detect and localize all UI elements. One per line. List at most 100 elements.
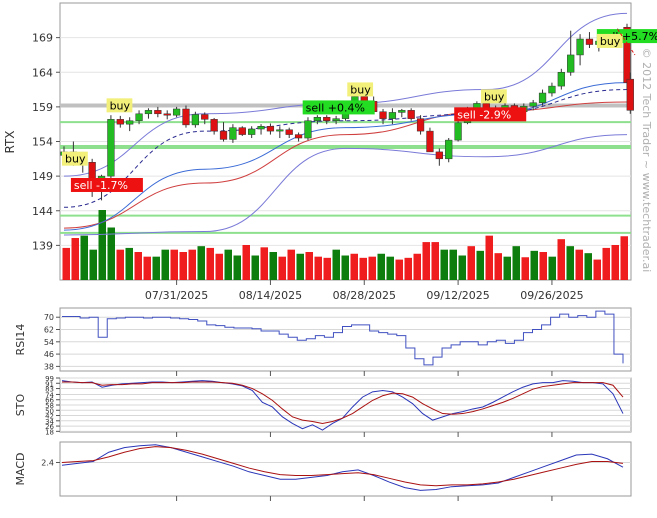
volume-bar bbox=[539, 252, 547, 280]
candle-up bbox=[548, 85, 556, 94]
signal-label: sell -2.9% bbox=[457, 108, 511, 121]
x-tick-label: 09/12/2025 bbox=[426, 289, 489, 302]
volume-bar bbox=[386, 256, 394, 280]
stochastic-d-line bbox=[62, 381, 624, 424]
signal-label: sell -1.7% bbox=[74, 179, 128, 192]
volume-bar bbox=[314, 256, 322, 280]
indicator-y-tick-label: 50 bbox=[45, 407, 54, 415]
candle-down bbox=[266, 126, 275, 132]
volume-bar bbox=[422, 242, 430, 280]
candle-up bbox=[567, 54, 575, 73]
volume-bar bbox=[143, 256, 151, 280]
price-axis-label: RTX bbox=[3, 130, 17, 153]
candle-up bbox=[276, 129, 284, 132]
moving-average-dashed-line bbox=[63, 89, 628, 208]
volume-bar bbox=[521, 257, 529, 280]
candle-up bbox=[191, 114, 199, 126]
volume-bar bbox=[530, 250, 538, 280]
candle-down bbox=[585, 38, 594, 45]
candle-down bbox=[201, 114, 209, 120]
price-y-tick-label: 154 bbox=[32, 136, 53, 149]
signal-box bbox=[454, 107, 527, 122]
volume-bar bbox=[161, 249, 169, 280]
x-tick-label: 08/14/2025 bbox=[239, 289, 302, 302]
signal-label: buy bbox=[110, 99, 131, 112]
volume-bar bbox=[269, 252, 277, 280]
indicator-y-tick-label: 42 bbox=[45, 413, 54, 421]
macd-line bbox=[61, 444, 624, 491]
volume-bar bbox=[449, 249, 457, 280]
candle-down bbox=[416, 118, 425, 132]
candle-up bbox=[135, 113, 143, 121]
moving-average-slow-line bbox=[63, 101, 628, 229]
indicator-axis-label: RSI14 bbox=[14, 324, 27, 356]
indicator-y-tick-label: 83 bbox=[45, 386, 54, 394]
volume-bar bbox=[440, 249, 448, 280]
signal-box bbox=[62, 151, 88, 166]
volume-bar bbox=[620, 236, 628, 280]
volume-bar bbox=[413, 253, 421, 280]
indicator-y-tick-label: 91 bbox=[45, 380, 54, 388]
volume-bar bbox=[278, 256, 286, 280]
indicator-y-tick-label: 46 bbox=[44, 350, 54, 359]
candle-down bbox=[182, 108, 190, 126]
signal-box bbox=[302, 100, 375, 115]
volume-bar bbox=[116, 249, 124, 280]
indicator-axis-label: STO bbox=[14, 393, 27, 416]
volume-bar bbox=[206, 247, 214, 280]
candle-up bbox=[538, 92, 547, 103]
candle-down bbox=[294, 134, 303, 139]
candle-down bbox=[379, 111, 387, 119]
volume-bar bbox=[215, 253, 223, 280]
price-y-tick-label: 139 bbox=[32, 239, 53, 252]
candle-up bbox=[332, 118, 340, 121]
signal-box bbox=[347, 82, 374, 97]
price-y-tick-label: 149 bbox=[32, 170, 53, 183]
volume-bar bbox=[566, 246, 574, 280]
volume-bar bbox=[368, 256, 376, 280]
volume-bar bbox=[188, 249, 196, 280]
volume-bar bbox=[242, 245, 250, 280]
candle-up bbox=[229, 127, 237, 140]
x-tick-label: 09/26/2025 bbox=[520, 289, 583, 302]
volume-bar bbox=[359, 257, 367, 280]
candle-down bbox=[435, 151, 443, 160]
price-y-tick-label: 159 bbox=[32, 101, 53, 114]
signal-label: sell +0.4% bbox=[306, 101, 365, 114]
indicator-y-tick-label: 62 bbox=[44, 326, 54, 335]
volume-bar bbox=[71, 238, 79, 280]
volume-bar bbox=[557, 239, 565, 280]
indicator-y-tick-label: 2.4 bbox=[41, 458, 54, 467]
candle-down bbox=[154, 110, 162, 115]
volume-bar bbox=[323, 257, 331, 280]
volume-bar bbox=[305, 252, 313, 280]
candle-up bbox=[172, 108, 181, 116]
signal-box bbox=[106, 98, 133, 113]
volume-bar bbox=[233, 255, 241, 280]
volume-bar bbox=[125, 247, 133, 280]
candle-up bbox=[107, 119, 115, 177]
volume-bar bbox=[134, 252, 142, 280]
candle-down bbox=[210, 119, 218, 132]
volume-bar bbox=[611, 245, 619, 280]
volume-bar bbox=[503, 256, 511, 280]
rsi-panel-frame bbox=[59, 307, 632, 372]
candle-down bbox=[426, 130, 434, 153]
volume-bar bbox=[62, 247, 70, 280]
indicator-y-tick-label: 99 bbox=[45, 375, 54, 383]
x-tick-label: 08/28/2025 bbox=[333, 289, 396, 302]
candle-up bbox=[257, 126, 265, 130]
signal-label: buy bbox=[600, 35, 621, 48]
volume-bar bbox=[467, 246, 475, 280]
candle-up bbox=[248, 128, 256, 135]
candle-up bbox=[454, 122, 462, 141]
indicator-y-tick-label: 70 bbox=[44, 313, 54, 322]
candle-up bbox=[398, 110, 406, 113]
watermark-text: © 2012 Tech Trader ~ www.techtrader.ai bbox=[640, 48, 653, 273]
volume-bar bbox=[224, 249, 232, 280]
volume-bar bbox=[260, 247, 268, 280]
signal-label: buy bbox=[350, 83, 371, 96]
signal-label: buy bbox=[484, 90, 505, 103]
candle-down bbox=[219, 130, 228, 140]
